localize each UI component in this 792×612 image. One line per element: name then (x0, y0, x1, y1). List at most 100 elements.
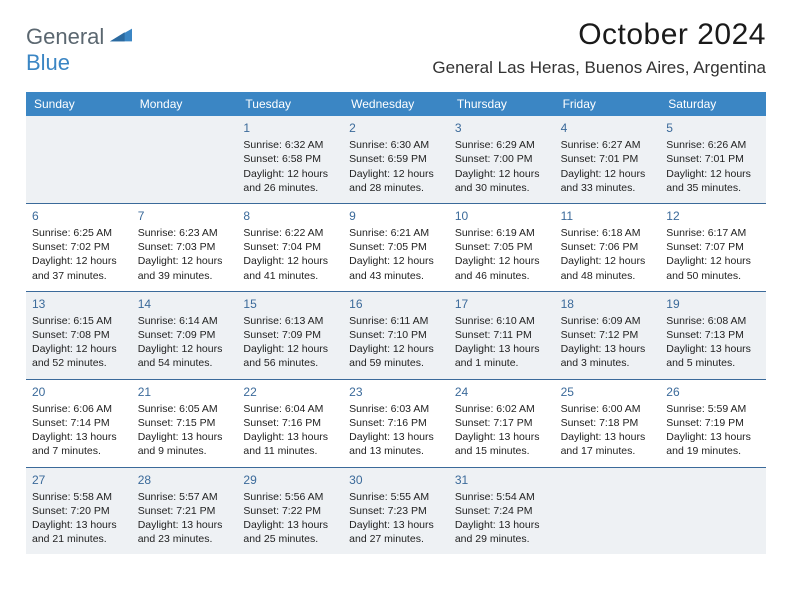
day-number: 18 (561, 296, 655, 312)
logo-triangle-icon (110, 26, 132, 44)
day-cell: 5Sunrise: 6:26 AMSunset: 7:01 PMDaylight… (660, 116, 766, 203)
sunrise-line: Sunrise: 6:21 AM (349, 226, 443, 240)
sunrise-line: Sunrise: 5:54 AM (455, 490, 549, 504)
sunrise-line: Sunrise: 6:17 AM (666, 226, 760, 240)
day-cell: 31Sunrise: 5:54 AMSunset: 7:24 PMDayligh… (449, 468, 555, 555)
month-title: October 2024 (432, 18, 766, 52)
dow-cell: Wednesday (343, 92, 449, 116)
daylight-line: Daylight: 12 hours and 26 minutes. (243, 167, 337, 195)
day-cell: 23Sunrise: 6:03 AMSunset: 7:16 PMDayligh… (343, 380, 449, 467)
day-number: 22 (243, 384, 337, 400)
day-cell: 25Sunrise: 6:00 AMSunset: 7:18 PMDayligh… (555, 380, 661, 467)
day-number: 16 (349, 296, 443, 312)
sunset-line: Sunset: 7:01 PM (666, 152, 760, 166)
brand-logo: General Blue (26, 18, 132, 76)
sunrise-line: Sunrise: 6:09 AM (561, 314, 655, 328)
daylight-line: Daylight: 12 hours and 43 minutes. (349, 254, 443, 282)
day-cell: 2Sunrise: 6:30 AMSunset: 6:59 PMDaylight… (343, 116, 449, 203)
sunrise-line: Sunrise: 6:30 AM (349, 138, 443, 152)
daylight-line: Daylight: 12 hours and 37 minutes. (32, 254, 126, 282)
week-row: 1Sunrise: 6:32 AMSunset: 6:58 PMDaylight… (26, 116, 766, 203)
day-cell: 6Sunrise: 6:25 AMSunset: 7:02 PMDaylight… (26, 204, 132, 291)
sunset-line: Sunset: 7:07 PM (666, 240, 760, 254)
sunrise-line: Sunrise: 6:23 AM (138, 226, 232, 240)
day-number: 1 (243, 120, 337, 136)
day-number: 19 (666, 296, 760, 312)
week-row: 6Sunrise: 6:25 AMSunset: 7:02 PMDaylight… (26, 203, 766, 291)
day-cell: 30Sunrise: 5:55 AMSunset: 7:23 PMDayligh… (343, 468, 449, 555)
sunrise-line: Sunrise: 5:57 AM (138, 490, 232, 504)
sunrise-line: Sunrise: 5:55 AM (349, 490, 443, 504)
sunrise-line: Sunrise: 6:08 AM (666, 314, 760, 328)
daylight-line: Daylight: 13 hours and 17 minutes. (561, 430, 655, 458)
day-cell: 13Sunrise: 6:15 AMSunset: 7:08 PMDayligh… (26, 292, 132, 379)
sunset-line: Sunset: 7:10 PM (349, 328, 443, 342)
sunrise-line: Sunrise: 6:27 AM (561, 138, 655, 152)
day-number: 11 (561, 208, 655, 224)
sunrise-line: Sunrise: 6:29 AM (455, 138, 549, 152)
day-cell: 22 Sunrise: 6:04 AMSunset: 7:16 PMDayligh… (237, 380, 343, 467)
daylight-line: Daylight: 12 hours and 41 minutes. (243, 254, 337, 282)
daylight-line: Daylight: 13 hours and 13 minutes. (349, 430, 443, 458)
day-cell: 21Sunrise: 6:05 AMSunset: 7:15 PMDayligh… (132, 380, 238, 467)
brand-name-b: Blue (26, 50, 70, 75)
sunset-line: Sunset: 7:09 PM (243, 328, 337, 342)
day-cell: 12Sunrise: 6:17 AMSunset: 7:07 PMDayligh… (660, 204, 766, 291)
day-cell (132, 116, 238, 203)
sunset-line: Sunset: 7:22 PM (243, 504, 337, 518)
sunset-line: Sunset: 7:05 PM (349, 240, 443, 254)
day-number: 5 (666, 120, 760, 136)
daylight-line: Daylight: 13 hours and 27 minutes. (349, 518, 443, 546)
daylight-line: Daylight: 12 hours and 52 minutes. (32, 342, 126, 370)
sunrise-line: Sunrise: 5:59 AM (666, 402, 760, 416)
day-cell: 9Sunrise: 6:21 AMSunset: 7:05 PMDaylight… (343, 204, 449, 291)
day-cell: 26Sunrise: 5:59 AMSunset: 7:19 PMDayligh… (660, 380, 766, 467)
sunset-line: Sunset: 6:58 PM (243, 152, 337, 166)
daylight-line: Daylight: 13 hours and 15 minutes. (455, 430, 549, 458)
sunset-line: Sunset: 7:14 PM (32, 416, 126, 430)
sunrise-line: Sunrise: 6:15 AM (32, 314, 126, 328)
sunset-line: Sunset: 7:18 PM (561, 416, 655, 430)
dow-header: SundayMondayTuesdayWednesdayThursdayFrid… (26, 92, 766, 116)
dow-cell: Monday (132, 92, 238, 116)
sunset-line: Sunset: 7:16 PM (243, 416, 337, 430)
day-cell: 20Sunrise: 6:06 AMSunset: 7:14 PMDayligh… (26, 380, 132, 467)
day-cell: 7Sunrise: 6:23 AMSunset: 7:03 PMDaylight… (132, 204, 238, 291)
day-cell: 1Sunrise: 6:32 AMSunset: 6:58 PMDaylight… (237, 116, 343, 203)
sunset-line: Sunset: 7:21 PM (138, 504, 232, 518)
sunset-line: Sunset: 7:05 PM (455, 240, 549, 254)
daylight-line: Daylight: 13 hours and 21 minutes. (32, 518, 126, 546)
daylight-line: Daylight: 13 hours and 11 minutes. (243, 430, 337, 458)
day-cell: 17Sunrise: 6:10 AMSunset: 7:11 PMDayligh… (449, 292, 555, 379)
daylight-line: Daylight: 12 hours and 59 minutes. (349, 342, 443, 370)
daylight-line: Daylight: 13 hours and 29 minutes. (455, 518, 549, 546)
day-number: 17 (455, 296, 549, 312)
sunset-line: Sunset: 7:00 PM (455, 152, 549, 166)
daylight-line: Daylight: 12 hours and 50 minutes. (666, 254, 760, 282)
day-number: 27 (32, 472, 126, 488)
dow-cell: Saturday (660, 92, 766, 116)
sunrise-line: Sunrise: 6:04 AM (243, 402, 337, 416)
sunrise-line: Sunrise: 6:03 AM (349, 402, 443, 416)
day-cell: 29Sunrise: 5:56 AMSunset: 7:22 PMDayligh… (237, 468, 343, 555)
sunrise-line: Sunrise: 6:05 AM (138, 402, 232, 416)
day-number: 6 (32, 208, 126, 224)
dow-cell: Sunday (26, 92, 132, 116)
daylight-line: Daylight: 13 hours and 1 minute. (455, 342, 549, 370)
day-number: 30 (349, 472, 443, 488)
sunset-line: Sunset: 7:17 PM (455, 416, 549, 430)
daylight-line: Daylight: 12 hours and 48 minutes. (561, 254, 655, 282)
week-row: 13Sunrise: 6:15 AMSunset: 7:08 PMDayligh… (26, 291, 766, 379)
daylight-line: Daylight: 13 hours and 19 minutes. (666, 430, 760, 458)
day-cell: 24Sunrise: 6:02 AMSunset: 7:17 PMDayligh… (449, 380, 555, 467)
sunrise-line: Sunrise: 5:56 AM (243, 490, 337, 504)
day-number: 26 (666, 384, 760, 400)
sunrise-line: Sunrise: 6:02 AM (455, 402, 549, 416)
sunset-line: Sunset: 7:09 PM (138, 328, 232, 342)
daylight-line: Daylight: 12 hours and 28 minutes. (349, 167, 443, 195)
sunset-line: Sunset: 7:03 PM (138, 240, 232, 254)
day-cell (660, 468, 766, 555)
daylight-line: Daylight: 12 hours and 35 minutes. (666, 167, 760, 195)
day-cell: 4Sunrise: 6:27 AMSunset: 7:01 PMDaylight… (555, 116, 661, 203)
sunset-line: Sunset: 7:02 PM (32, 240, 126, 254)
